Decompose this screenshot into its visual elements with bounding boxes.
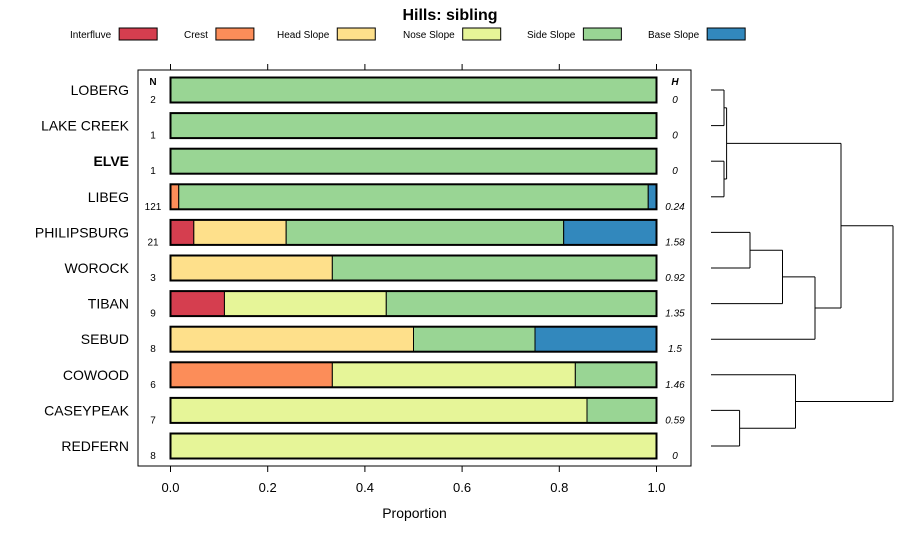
n-label-1: 1 <box>150 131 156 142</box>
bar-5-2 <box>170 255 333 281</box>
h-label-10: 0 <box>672 451 678 462</box>
row-label-2: ELVE <box>93 153 129 169</box>
n-label-5: 3 <box>150 273 156 284</box>
h-label-1: 0 <box>672 131 678 142</box>
x-tick-label-0: 0.0 <box>161 480 179 495</box>
bar-outline-1 <box>169 112 658 140</box>
row-label-3: LIBEG <box>88 189 129 205</box>
legend-swatch-1 <box>215 27 255 41</box>
x-tick-label-3: 0.6 <box>453 480 471 495</box>
row-label-10: REDFERN <box>61 438 129 454</box>
bar-outline-0 <box>169 76 658 104</box>
bar-7-4 <box>413 326 536 353</box>
n-label-0: 2 <box>150 95 156 106</box>
bar-4-0 <box>170 219 195 246</box>
bar-9-3 <box>170 397 588 424</box>
h-label-8: 1.46 <box>665 380 685 391</box>
legend-label-2: Head Slope <box>277 30 330 41</box>
bar-outline-3 <box>169 183 658 211</box>
plot-frame <box>137 69 692 467</box>
legend-label-1: Crest <box>184 30 208 41</box>
bar-7-2 <box>170 326 414 353</box>
legend-label-5: Base Slope <box>648 30 700 41</box>
bar-5-4 <box>331 255 657 281</box>
n-label-9: 7 <box>150 415 156 426</box>
bar-7-5 <box>534 326 657 353</box>
legend-swatch-3 <box>462 27 502 41</box>
bar-outline-8 <box>169 361 658 389</box>
h-label-9: 0.59 <box>665 415 685 426</box>
bar-6-4 <box>385 290 657 317</box>
x-tick-label-5: 1.0 <box>647 480 665 495</box>
row-label-7: SEBUD <box>81 331 129 347</box>
row-label-5: WOROCK <box>64 260 129 276</box>
bar-8-1 <box>170 361 333 388</box>
row-label-9: CASEYPEAK <box>44 402 129 418</box>
bar-outline-9 <box>169 396 658 424</box>
legend-label-0: Interfluve <box>70 30 112 41</box>
bar-6-3 <box>223 290 387 317</box>
h-label-6: 1.35 <box>665 309 685 320</box>
bar-outline-2 <box>169 147 658 175</box>
h-label-5: 0.92 <box>665 273 685 284</box>
n-label-4: 21 <box>147 237 159 248</box>
x-tick-label-2: 0.4 <box>356 480 374 495</box>
x-axis-label: Proportion <box>382 505 447 521</box>
bar-2-4 <box>170 148 657 175</box>
legend-label-4: Side Slope <box>527 30 576 41</box>
n-label-3: 121 <box>145 202 162 213</box>
n-label-7: 8 <box>150 344 156 355</box>
bar-outline-7 <box>169 325 658 353</box>
h-label-2: 0 <box>672 166 678 177</box>
x-tick-label-1: 0.2 <box>259 480 277 495</box>
bar-4-4 <box>285 219 565 246</box>
bar-4-5 <box>563 219 657 246</box>
n-label-8: 6 <box>150 380 156 391</box>
row-label-0: LOBERG <box>71 82 129 98</box>
bar-outline-4 <box>169 218 658 246</box>
h-header: H <box>671 77 679 88</box>
bar-4-2 <box>193 219 287 246</box>
bar-3-1 <box>170 183 180 210</box>
row-label-4: PHILIPSBURG <box>35 224 129 240</box>
h-label-0: 0 <box>672 95 678 106</box>
row-label-1: LAKE CREEK <box>41 118 130 134</box>
legend-swatch-2 <box>336 27 376 41</box>
bar-3-4 <box>178 183 649 210</box>
bar-6-0 <box>170 290 225 317</box>
legend-label-3: Nose Slope <box>403 30 455 41</box>
bar-8-4 <box>574 361 658 388</box>
chart-title: Hills: sibling <box>402 7 497 24</box>
legend-swatch-5 <box>706 27 746 41</box>
x-tick-label-4: 0.8 <box>550 480 568 495</box>
n-label-2: 1 <box>150 166 156 177</box>
bar-outline-10 <box>169 432 658 460</box>
bar-9-4 <box>586 397 658 424</box>
bar-outline-6 <box>169 290 658 318</box>
h-label-3: 0.24 <box>665 202 685 213</box>
legend-swatch-4 <box>582 27 622 41</box>
h-label-7: 1.5 <box>668 344 682 355</box>
n-label-6: 9 <box>150 309 156 320</box>
bar-10-3 <box>170 433 657 459</box>
n-label-10: 8 <box>150 451 156 462</box>
legend-swatch-0 <box>118 27 158 41</box>
bar-0-4 <box>170 77 657 103</box>
row-label-6: TIBAN <box>88 296 129 312</box>
bar-3-5 <box>647 183 657 210</box>
h-label-4: 1.58 <box>665 237 685 248</box>
n-header: N <box>149 77 156 88</box>
bar-1-4 <box>170 112 657 139</box>
bar-8-3 <box>331 361 576 388</box>
row-label-8: COWOOD <box>63 367 129 383</box>
bar-outline-5 <box>169 254 658 282</box>
